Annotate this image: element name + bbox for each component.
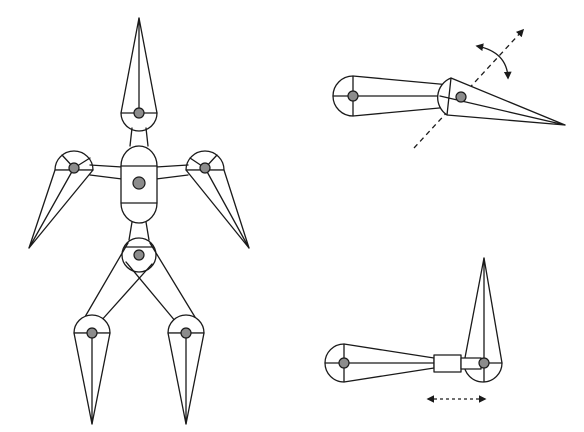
- right-knee-joint: [180, 327, 192, 339]
- prismatic-slider: [433, 354, 490, 373]
- left-shoulder-joint: [68, 162, 80, 174]
- neck-joint: [133, 107, 145, 119]
- prismatic-joint-example: [324, 257, 503, 403]
- horizontal-link-pin: [338, 357, 350, 369]
- hip-joint: [133, 249, 145, 261]
- right-arm-link: [155, 150, 250, 249]
- body-center-joint: [132, 176, 146, 190]
- rotation-arrow-icon: [475, 43, 512, 80]
- hip-connector: [128, 221, 150, 241]
- left-knee-joint: [86, 327, 98, 339]
- prismatic-link-horizontal: [324, 343, 435, 383]
- humanoid-figure: [28, 17, 250, 425]
- revolute-joint-example: [332, 28, 566, 149]
- left-shin-link: [73, 314, 111, 425]
- left-arm-link: [28, 150, 123, 249]
- body-link: [120, 145, 158, 224]
- link-a-pin: [347, 90, 359, 102]
- right-thigh-link: [125, 242, 199, 323]
- right-shin-link: [167, 314, 205, 425]
- head-link: [120, 17, 158, 132]
- left-thigh-link: [81, 242, 153, 323]
- hip-link: [121, 237, 157, 273]
- prismatic-joint-pin: [478, 357, 490, 369]
- neck-connector: [129, 127, 149, 147]
- revolute-link-b: [437, 77, 566, 126]
- revolute-joint-pin: [455, 91, 467, 103]
- right-shoulder-joint: [199, 162, 211, 174]
